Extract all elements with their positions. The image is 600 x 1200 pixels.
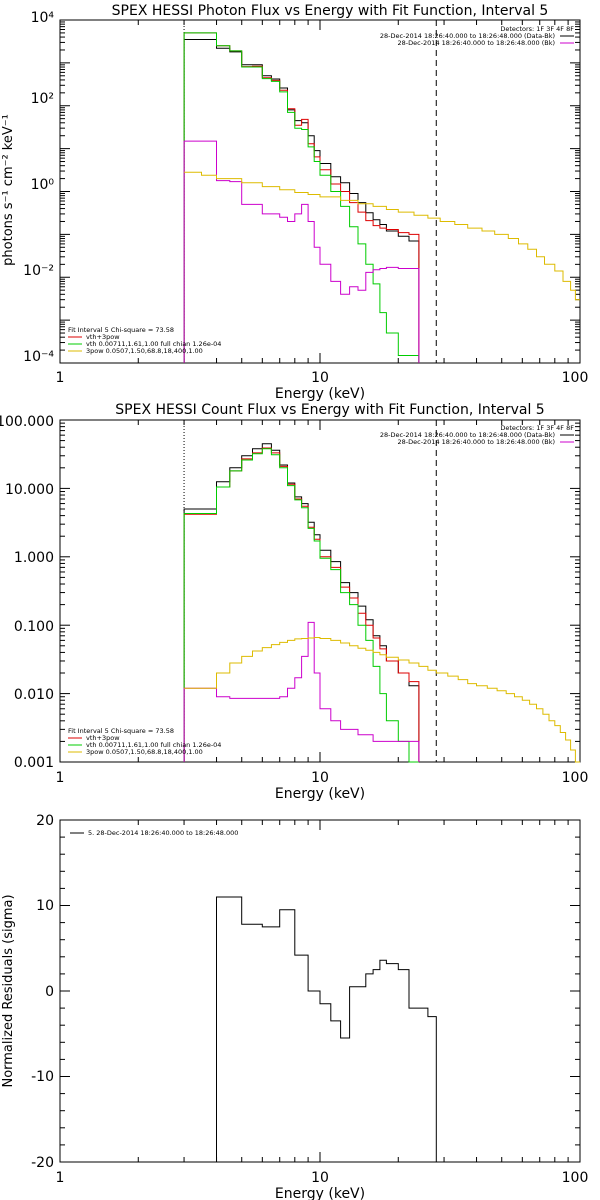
count-vlines: [183, 420, 437, 762]
photon-y-tick-label-1e-2: 10⁻²: [23, 263, 54, 279]
count-fit-header: Fit Interval 5 Chi-square = 73.58: [68, 727, 174, 735]
photon-flux-chart: SPEX HESSI Photon Flux vs Energy with Fi…: [1, 3, 588, 402]
photon-y-tick-label-1e2: 10²: [31, 91, 54, 107]
count-series-vth: [183, 448, 419, 763]
residuals-x-tick-label-1: 1: [56, 1170, 65, 1186]
residuals-x-axis-label: Energy (keV): [275, 1186, 365, 1200]
photon-series: [183, 32, 580, 363]
count-y-tick-label-1.000: 1.000: [14, 550, 54, 566]
photon-y-ticks: [60, 19, 580, 364]
photon-legend-header: Detectors: 1F 3F 4F 8F: [500, 25, 574, 33]
count-legend-entry-bk: 28-Dec-2014 18:26:40.000 to 18:26:48.000…: [398, 438, 556, 446]
count-x-tick-label-10: 10: [311, 770, 329, 786]
photon-series-vth: [183, 32, 420, 363]
count-y-tick-label-100.000: 100.000: [0, 414, 54, 430]
count-flux-chart: SPEX HESSI Count Flux vs Energy with Fit…: [0, 402, 588, 802]
count-legend-entry-data-bk: 28-Dec-2014 18:26:40.000 to 18:26:48.000…: [380, 431, 555, 439]
photon-vlines: [183, 20, 437, 363]
photon-series-data-bk: [183, 39, 420, 363]
photon-legend-entry-data-bk: 28-Dec-2014 18:26:40.000 to 18:26:48.000…: [380, 32, 555, 40]
residuals-y-tick-label-20: 20: [36, 813, 54, 829]
count-series-bk: [183, 621, 420, 762]
photon-fit-entry-vth3pow: vth+3pow: [86, 333, 120, 341]
residuals-y-tick-label-minus20: -20: [31, 1155, 54, 1171]
photon-plot-frame: [59, 19, 581, 364]
count-fit-entry-vth3pow: vth+3pow: [86, 734, 120, 742]
photon-x-tick-label-100: 100: [562, 370, 589, 386]
photon-fit-entry-3pow: 3pow 0.0507,1.50,68.8,18,400,1.00: [86, 347, 203, 355]
count-series-3pow: [184, 637, 580, 763]
count-y-ticks: [60, 419, 580, 763]
count-y-tick-label-10.000: 10.000: [5, 482, 54, 498]
photon-x-ticks: [59, 20, 581, 363]
photon-series-bk: [183, 140, 420, 363]
photon-y-tick-label-1e-4: 10⁻⁴: [23, 349, 54, 365]
photon-legend-entry-bk: 28-Dec-2014 18:26:40.000 to 18:26:48.000…: [398, 39, 556, 47]
photon-series-vth-3pow: [183, 32, 420, 363]
residuals-chart: -20 -10 0 10 20 1 10 100 Energy (keV) No…: [1, 813, 588, 1200]
photon-fit-entry-vth: vth 0.00711,1.61,1.00 full chian 1.26e-0…: [86, 340, 221, 348]
residuals-y-tick-label-0: 0: [45, 984, 54, 1000]
count-series-data-bk: [183, 443, 420, 762]
photon-y-tick-label-1e0: 10⁰: [31, 177, 55, 193]
count-fit-entry-vth: vth 0.00711,1.61,1.00 full chian 1.26e-0…: [86, 741, 221, 749]
photon-chart-title: SPEX HESSI Photon Flux vs Energy with Fi…: [112, 3, 549, 19]
photon-y-axis-label: photons s⁻¹ cm⁻² keV⁻¹: [1, 114, 16, 266]
residuals-y-axis-label: Normalized Residuals (sigma): [1, 894, 16, 1087]
photon-x-axis-label: Energy (keV): [275, 386, 365, 402]
photon-fit-header: Fit Interval 5 Chi-square = 73.58: [68, 326, 174, 334]
count-x-tick-label-1: 1: [56, 770, 65, 786]
count-chart-title: SPEX HESSI Count Flux vs Energy with Fit…: [115, 402, 544, 418]
count-y-tick-label-0.010: 0.010: [14, 687, 54, 703]
residuals-legend-entry: 5. 28-Dec-2014 18:26:40.000 to 18:26:48.…: [88, 829, 238, 837]
count-x-tick-label-100: 100: [562, 770, 589, 786]
count-x-axis-label: Energy (keV): [275, 786, 365, 802]
residuals-y-tick-label-10: 10: [36, 898, 54, 914]
photon-x-tick-label-10: 10: [311, 370, 329, 386]
count-y-tick-label-0.100: 0.100: [14, 619, 54, 635]
photon-x-tick-label-1: 1: [56, 370, 65, 386]
residuals-series-series: [184, 896, 437, 1163]
count-plot-frame: [59, 419, 581, 763]
photon-y-tick-label-1e4: 10⁴: [31, 10, 55, 26]
count-series: [183, 443, 580, 763]
residuals-x-tick-label-10: 10: [311, 1170, 329, 1186]
count-fit-entry-3pow: 3pow 0.0507,1.50,68.8,18,400,1.00: [86, 748, 203, 756]
photon-series-3pow: [184, 171, 580, 301]
residuals-x-tick-label-100: 100: [562, 1170, 589, 1186]
count-y-tick-label-0.001: 0.001: [14, 755, 54, 771]
residuals-y-tick-label-minus10: -10: [31, 1069, 54, 1085]
count-legend-header: Detectors: 1F 3F 4F 8F: [500, 424, 574, 432]
count-x-ticks: [59, 420, 581, 762]
count-series-vth-3pow: [183, 447, 420, 762]
residuals-y-ticks: [60, 819, 580, 1163]
residuals-series: [184, 896, 437, 1163]
